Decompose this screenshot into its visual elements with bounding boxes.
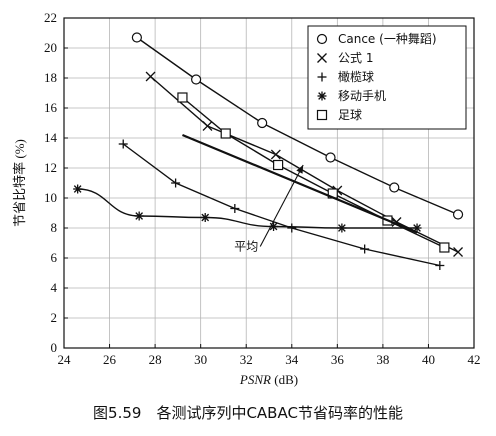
- annotation-arrowhead: [296, 165, 304, 174]
- legend-label-5: 足球: [338, 108, 362, 122]
- series-1-point: [389, 182, 400, 193]
- annotation-group: 平均: [182, 133, 418, 254]
- series-3-point: [118, 139, 128, 149]
- legend-label-1: Cance (一种舞蹈): [338, 32, 437, 46]
- series-2-point: [270, 149, 281, 160]
- legend-marker-3: [317, 72, 327, 82]
- legend-label-4: 移动手机: [338, 89, 386, 103]
- legend-label-2: 公式 1: [338, 51, 373, 65]
- y-tick-label: 12: [44, 160, 57, 175]
- x-tick-label: 34: [285, 352, 299, 367]
- series-1-point: [131, 32, 142, 43]
- series-3-point: [230, 204, 240, 213]
- y-tick-label: 2: [51, 310, 58, 325]
- series-1-point: [325, 152, 336, 163]
- x-axis-label: PSNR (dB): [239, 372, 298, 387]
- y-tick-label: 20: [44, 40, 57, 55]
- legend-label-3: 橄榄球: [338, 69, 374, 84]
- legend-marker-5: [316, 109, 328, 121]
- series-3-point: [171, 178, 181, 188]
- plot-frame: [63, 17, 475, 349]
- series-4-point: [412, 223, 422, 233]
- series-2-point: [202, 121, 213, 131]
- x-tick-label: 40: [422, 352, 435, 367]
- y-tick-label: 4: [51, 280, 58, 295]
- y-tick-label: 8: [51, 220, 58, 235]
- x-tick-label: 38: [376, 352, 389, 367]
- y-tick-label: 0: [51, 340, 58, 355]
- series-5-point: [273, 159, 284, 171]
- chart: 24 26 28 30 32 34 36 38 40 420246810121416182022P…: [12, 10, 481, 387]
- series-1-point: [257, 117, 268, 129]
- series-3-point: [360, 244, 370, 254]
- y-axis-label: 节省比特率 (%): [12, 139, 27, 227]
- y-tick-label: 6: [51, 250, 58, 265]
- series-1-point: [452, 209, 464, 220]
- y-tick-label: 16: [44, 100, 58, 115]
- y-tick-label: 10: [44, 190, 57, 205]
- series-line-3: [122, 143, 440, 267]
- x-tick-label: 24: [58, 352, 72, 367]
- y-tick-label: 18: [44, 70, 57, 85]
- x-tick-label: 28: [149, 352, 162, 367]
- series-2-point: [453, 247, 464, 257]
- legend-marker-2: [317, 53, 327, 63]
- series-3-point: [435, 261, 445, 270]
- x-tick-label: 32: [240, 352, 253, 367]
- legend-marker-1: [316, 33, 328, 45]
- series-4-point: [200, 213, 210, 222]
- figure-caption: 图5.59 各测试序列中CABAC节省码率的性能: [93, 404, 403, 422]
- series-5-point: [177, 92, 188, 103]
- legend-box: [307, 25, 467, 130]
- series-1-point: [191, 74, 202, 85]
- series-5-point: [439, 242, 450, 253]
- axes: 24 26 28 30 32 34 36 38 40 420246810121416182022P…: [12, 10, 481, 387]
- legend-marker-4: [317, 91, 327, 101]
- x-tick-label: 36: [331, 352, 345, 367]
- series-3-point: [287, 223, 297, 233]
- series-line-2: [150, 75, 459, 253]
- series-5-point: [220, 128, 231, 139]
- series-line-1: [136, 36, 459, 216]
- average-line: [182, 133, 418, 234]
- annotation-arrow: [259, 164, 304, 247]
- series-line-4: [77, 188, 418, 229]
- x-tick-label: 42: [468, 352, 481, 367]
- y-tick-label: 14: [44, 130, 58, 145]
- series-2-point: [145, 71, 156, 82]
- y-tick-label: 22: [44, 10, 57, 25]
- annotation-label: 平均: [234, 240, 258, 254]
- x-tick-label: 26: [103, 352, 117, 367]
- series-4-point: [134, 211, 144, 221]
- x-tick-label: 30: [194, 352, 207, 367]
- series-4-point: [337, 223, 347, 233]
- series-group: [73, 32, 464, 270]
- series-4-point: [73, 184, 83, 194]
